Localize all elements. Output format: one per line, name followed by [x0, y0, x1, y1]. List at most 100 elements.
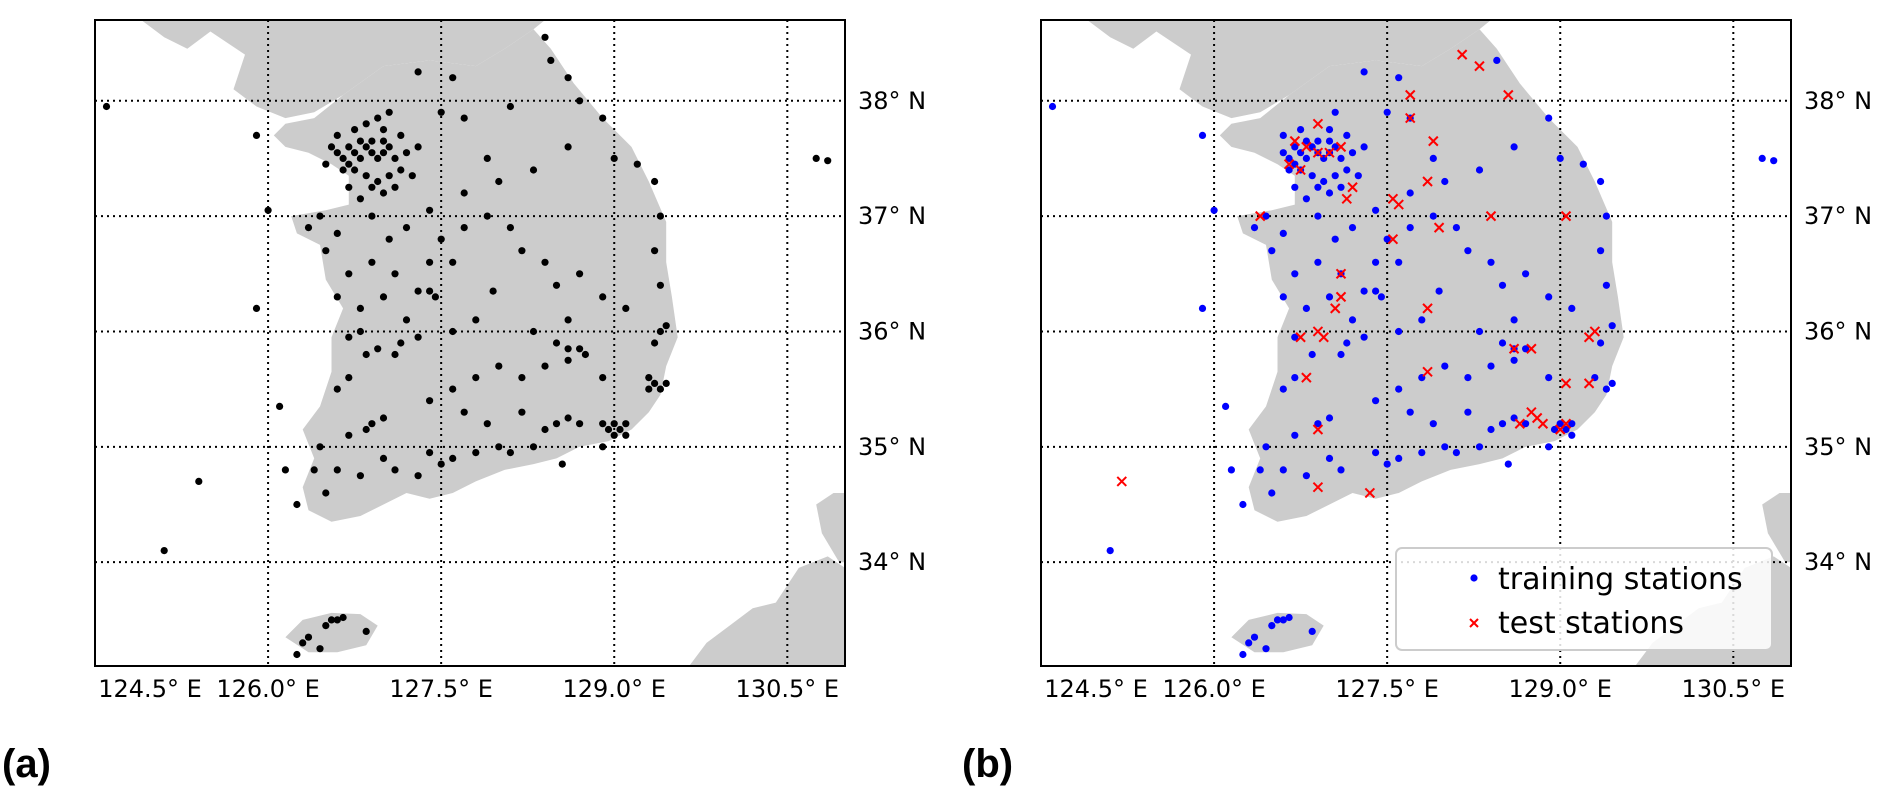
- training-station-point: [1464, 374, 1472, 382]
- map-frame: [94, 19, 846, 667]
- station-point: [281, 466, 289, 474]
- latitude-tick-labels: 38° N 37° N 36° N 35° N 34° N: [858, 87, 926, 576]
- station-point: [339, 154, 347, 162]
- training-station-point: [1273, 616, 1282, 624]
- y-tick-label: 34° N: [1804, 548, 1872, 576]
- station-point: [362, 172, 370, 180]
- station-point: [195, 477, 203, 485]
- station-point: [599, 443, 607, 451]
- station-point: [414, 68, 422, 76]
- training-station-point: [1597, 339, 1605, 347]
- training-station-point: [1383, 235, 1391, 243]
- station-point: [495, 177, 503, 186]
- station-point: [316, 212, 324, 220]
- training-station-point: [1406, 408, 1414, 416]
- station-point: [293, 650, 301, 659]
- training-station-point: [1348, 149, 1357, 157]
- training-station-point: [1435, 287, 1443, 295]
- training-station-point: [1256, 466, 1264, 474]
- station-point: [391, 270, 399, 278]
- training-station-point: [1291, 431, 1299, 439]
- test-station-marker: [1295, 332, 1306, 343]
- test-station-marker: [1330, 303, 1341, 314]
- legend: training stations test stations: [1395, 547, 1773, 651]
- training-station-point: [1268, 489, 1276, 497]
- station-point: [662, 379, 670, 387]
- station-point: [333, 293, 341, 301]
- station-point: [472, 449, 480, 457]
- test-station-marker: [1422, 176, 1433, 187]
- test-station-marker: [1537, 418, 1549, 429]
- training-station-point: [1245, 639, 1253, 647]
- training-station-point: [1579, 160, 1587, 168]
- test-station-marker: [1560, 378, 1572, 389]
- station-point: [431, 293, 439, 301]
- station-point: [339, 613, 347, 622]
- training-station-point: [1343, 166, 1351, 174]
- station-points: [1048, 49, 1778, 659]
- station-point: [379, 293, 388, 301]
- training-station-point: [1279, 131, 1287, 139]
- station-point: [391, 350, 399, 359]
- station-point: [345, 160, 353, 168]
- training-station-point: [1475, 166, 1484, 174]
- training-station-point: [1325, 293, 1334, 301]
- station-point: [506, 224, 514, 232]
- station-point: [385, 235, 393, 243]
- training-station-point: [1550, 425, 1559, 434]
- test-station-marker: [1456, 49, 1468, 60]
- station-point: [495, 443, 503, 451]
- test-station-marker: [1560, 418, 1572, 429]
- station-point: [333, 616, 341, 624]
- legend-training-label: training stations: [1498, 562, 1743, 597]
- training-station-point: [1498, 281, 1507, 289]
- station-point: [518, 374, 526, 382]
- station-point: [651, 379, 659, 387]
- training-station-point: [1510, 356, 1518, 364]
- station-point: [385, 143, 393, 151]
- station-point: [379, 149, 388, 157]
- training-station-point: [1395, 327, 1403, 336]
- longitude-tick-labels: 124.5° E 126.0° E 127.5° E 129.0° E 130.…: [98, 675, 839, 703]
- y-tick-label: 36° N: [1804, 317, 1872, 345]
- station-point: [564, 345, 572, 353]
- training-station-point: [1418, 316, 1426, 324]
- training-station-point: [1429, 420, 1437, 428]
- training-station-point: [1250, 224, 1259, 232]
- station-point: [397, 166, 405, 174]
- station-point: [651, 177, 659, 186]
- station-point: [333, 149, 341, 157]
- training-station-point: [1568, 304, 1576, 312]
- training-station-point: [1504, 460, 1512, 468]
- station-point: [362, 143, 370, 151]
- test-station-marker: [1405, 89, 1416, 101]
- station-point: [622, 304, 630, 312]
- training-station-point: [1545, 443, 1553, 451]
- training-station-point: [1360, 287, 1368, 295]
- training-station-point: [1302, 472, 1310, 480]
- test-station-marker: [1364, 487, 1376, 499]
- station-point: [356, 137, 364, 145]
- station-point: [362, 627, 370, 636]
- training-station-point: [1602, 385, 1610, 393]
- station-point: [356, 154, 364, 162]
- training-station-point: [1314, 258, 1322, 266]
- station-point: [564, 356, 572, 364]
- training-station-point: [1452, 449, 1460, 457]
- station-point: [460, 189, 468, 197]
- station-point: [345, 143, 353, 151]
- station-point: [391, 154, 399, 162]
- training-station-point: [1597, 247, 1605, 255]
- station-point: [379, 126, 388, 134]
- training-station-point: [1314, 183, 1322, 191]
- training-station-point: [1268, 622, 1276, 630]
- training-station-point: [1198, 131, 1207, 139]
- test-station-marker: [1312, 118, 1324, 130]
- station-point: [402, 224, 411, 232]
- station-point: [374, 345, 382, 353]
- test-station-marker: [1422, 303, 1433, 314]
- training-station-point: [1210, 206, 1218, 214]
- test-station-marker: [1335, 268, 1347, 279]
- x-tick-label: 130.5° E: [1682, 675, 1786, 703]
- training-station-point: [1325, 126, 1334, 134]
